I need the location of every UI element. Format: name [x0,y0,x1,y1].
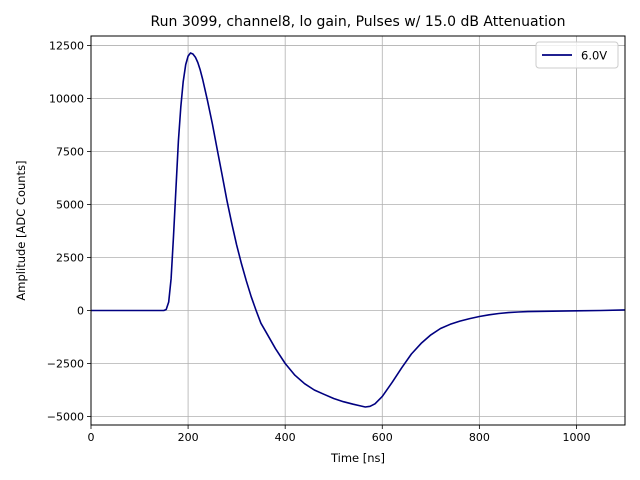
y-tick-label: −5000 [47,411,84,424]
y-tick-label: −2500 [47,358,84,371]
y-tick-label: 5000 [56,199,84,212]
legend-label: 6.0V [581,49,607,63]
x-axis-label: Time [ns] [330,451,385,465]
y-tick-label: 0 [77,305,84,318]
plot-area [91,52,626,408]
x-tick-label: 0 [88,431,95,444]
x-tick-label: 200 [178,431,199,444]
series-line [91,52,626,408]
legend: 6.0V [535,41,619,69]
y-tick-label: 10000 [49,93,84,106]
x-tick-label: 600 [372,431,393,444]
y-tick-label: 12500 [49,40,84,53]
legend-box [535,41,619,69]
y-axis-label: Amplitude [ADC Counts] [14,160,28,300]
chart-title: Run 3099, channel8, lo gain, Pulses w/ 1… [151,14,566,30]
x-tick-label: 800 [469,431,490,444]
ticks: 0 200 400 600 800 1000 −5000 −2500 0 2500 5000 7500… [47,40,591,444]
y-tick-label: 2500 [56,252,84,265]
axes-frame [90,35,626,426]
y-tick-label: 7500 [56,146,84,159]
x-tick-label: 400 [275,431,296,444]
x-tick-label: 1000 [562,431,590,444]
